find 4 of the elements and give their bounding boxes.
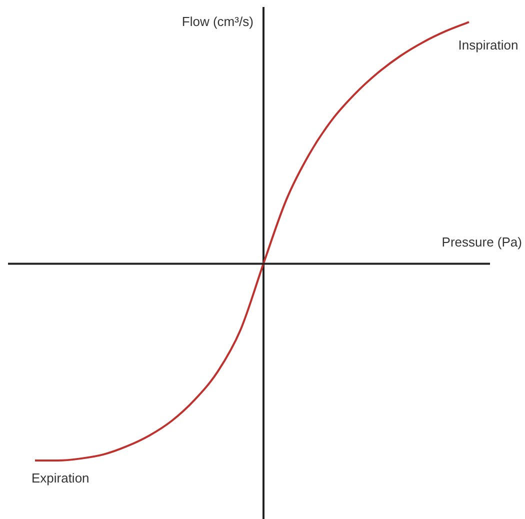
x-axis-title: Pressure (Pa): [442, 234, 522, 250]
y-axis-title: Flow (cm³/s): [182, 14, 254, 29]
text: Expiration: [31, 470, 90, 486]
annotation: Inspiration: [458, 37, 518, 52]
